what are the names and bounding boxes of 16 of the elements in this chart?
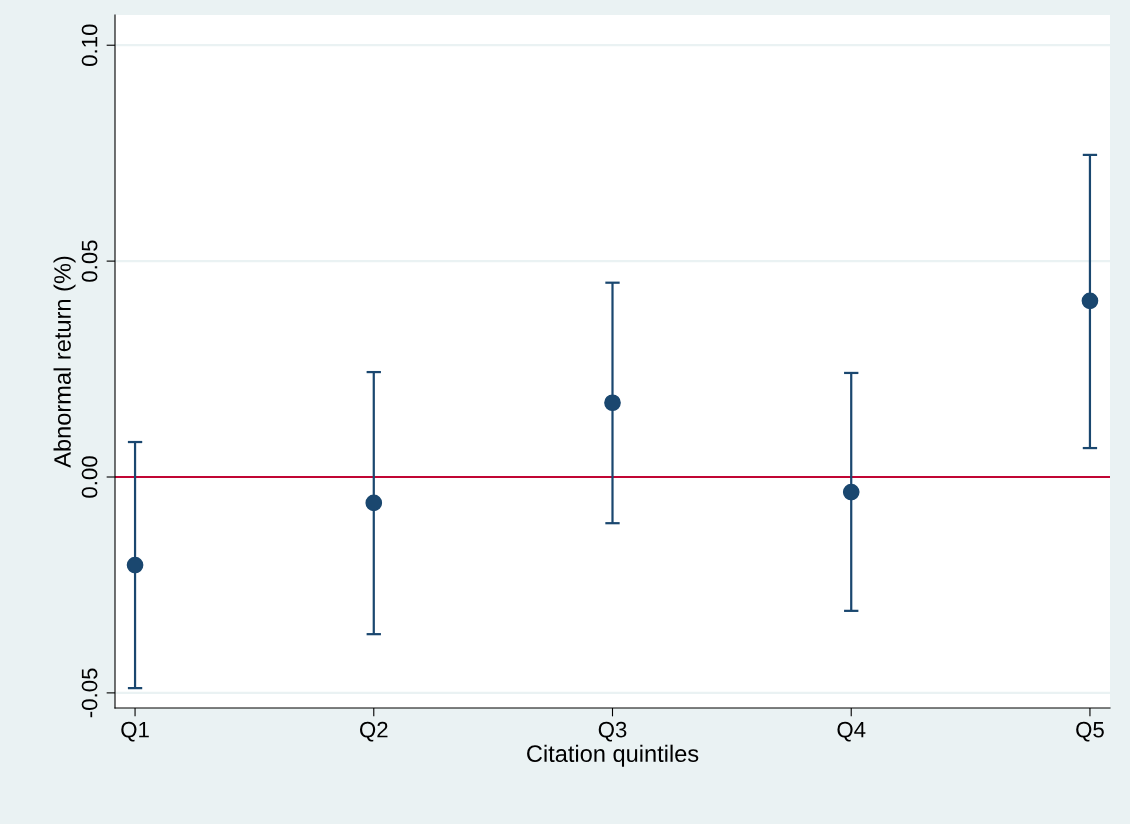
x-tick-label: Q3	[598, 721, 627, 742]
point	[365, 494, 383, 512]
y-tick-label: 0.00	[81, 456, 98, 498]
y-tick-label: 0.05	[81, 240, 98, 282]
y-tick-label: -0.05	[81, 668, 98, 718]
y-axis-title: Abnormal return (%)	[53, 256, 76, 468]
x-tick-label: Q1	[121, 721, 149, 742]
y-tick-label: 0.10	[81, 24, 98, 66]
point	[126, 556, 144, 574]
x-tick-label: Q2	[360, 721, 388, 742]
point	[604, 394, 621, 412]
x-tick-label: Q4	[837, 721, 866, 742]
x-tick-label: Q5	[1076, 721, 1104, 742]
point	[842, 483, 860, 501]
point	[1081, 292, 1099, 310]
x-axis-title: Citation quintiles	[527, 744, 699, 767]
